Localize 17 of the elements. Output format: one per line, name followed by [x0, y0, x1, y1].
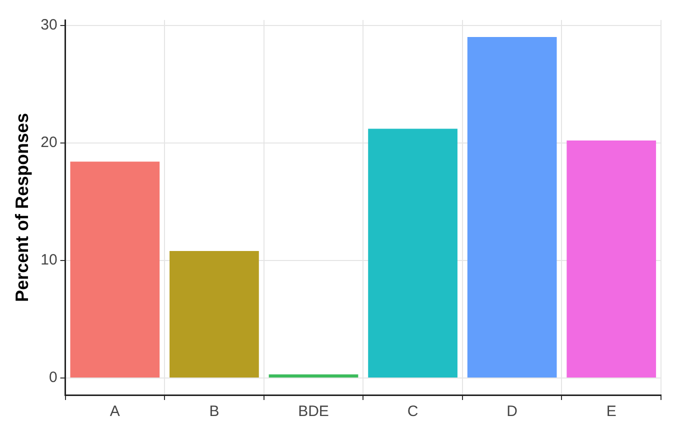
y-tick-label: 20 [40, 134, 58, 151]
x-tick-label: BDE [298, 403, 329, 420]
bar [467, 37, 557, 378]
bar [368, 128, 458, 378]
bar [566, 140, 656, 378]
bar [170, 250, 259, 378]
x-tick-label: E [606, 403, 616, 420]
y-tick-label: 10 [40, 252, 58, 269]
bar [268, 374, 358, 378]
x-tick-label: D [506, 403, 518, 420]
y-tick-label: 0 [48, 369, 58, 386]
x-tick-label: A [110, 403, 120, 420]
y-tick-label: 30 [40, 16, 58, 34]
bar [70, 162, 160, 378]
x-tick-label: C [407, 403, 418, 420]
y-axis-title: Percent of Responses [12, 112, 32, 302]
x-tick-label: B [209, 403, 220, 420]
